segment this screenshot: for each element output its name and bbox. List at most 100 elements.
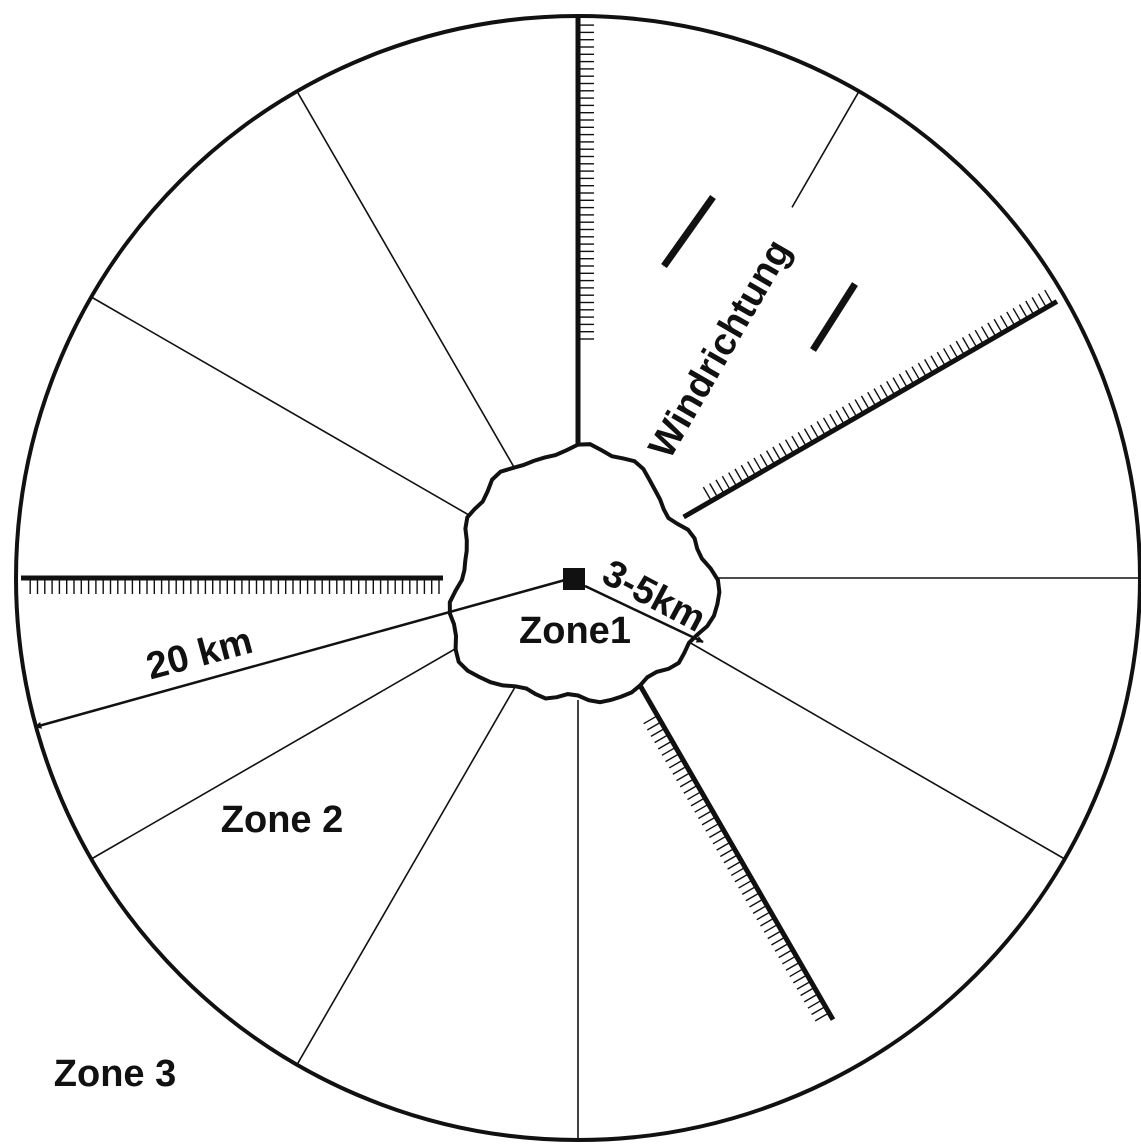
hatch-tick xyxy=(774,942,790,952)
source-marker xyxy=(563,568,585,590)
hatch-tick xyxy=(814,1012,830,1022)
hatch-tick xyxy=(672,765,688,775)
hatch-tick xyxy=(765,450,776,465)
hatch-tick xyxy=(679,778,695,788)
sector-line xyxy=(791,90,860,208)
hatch-tick xyxy=(822,417,833,432)
sector-line xyxy=(296,683,518,1066)
sector-line xyxy=(683,638,1066,860)
hatch-tick xyxy=(974,329,984,345)
hatch-tick xyxy=(816,421,826,436)
sector-line xyxy=(296,90,518,473)
hatch-tick xyxy=(709,483,719,498)
hatch-tick xyxy=(879,384,889,400)
hatch-tick xyxy=(993,318,1003,334)
hatch-tick xyxy=(803,993,819,1003)
hatch-tick xyxy=(898,373,908,389)
hatch-tick xyxy=(949,344,959,359)
hatch-tick xyxy=(730,866,746,877)
hatch-tick xyxy=(980,326,991,341)
sector-line xyxy=(90,296,473,518)
hatch-tick xyxy=(924,359,934,374)
wind-arrow xyxy=(661,194,716,269)
hatch-tick xyxy=(683,784,699,794)
hatch-tick xyxy=(705,822,720,832)
wind-label: Windrichtung xyxy=(641,233,800,466)
hatch-tick xyxy=(841,406,852,422)
hatch-tick xyxy=(999,315,1010,330)
hatch-tick xyxy=(741,885,757,895)
hatch-tick xyxy=(716,841,731,851)
hatch-tick xyxy=(760,917,775,927)
hatch-tick xyxy=(698,809,713,820)
hatch-tick xyxy=(807,999,823,1009)
hatch-tick xyxy=(860,395,871,411)
hatch-tick xyxy=(661,746,677,756)
radius-arrow-3-5km xyxy=(584,584,704,644)
hatch-tick xyxy=(854,399,864,414)
hatch-tick xyxy=(694,803,709,813)
hatch-tick xyxy=(650,727,666,737)
hatch-tick xyxy=(1031,296,1041,312)
hatch-tick xyxy=(759,453,769,469)
hatch-tick xyxy=(654,734,669,744)
hatch-tick xyxy=(763,923,779,933)
hatch-tick xyxy=(810,424,820,440)
hatch-tick xyxy=(961,337,972,352)
hatch-tick xyxy=(784,439,795,454)
hatch-tick xyxy=(800,986,815,997)
boundary-line xyxy=(682,299,1059,520)
hatch-tick xyxy=(867,391,877,407)
wind-arrow xyxy=(810,282,858,352)
hatch-tick xyxy=(1025,300,1035,316)
hatch-tick xyxy=(727,860,742,870)
hatch-tick xyxy=(715,479,725,495)
hatch-tick xyxy=(701,816,717,826)
hatch-tick xyxy=(785,961,801,971)
hatch-tick xyxy=(690,797,706,807)
hatch-tick xyxy=(747,461,757,476)
hatch-tick xyxy=(728,472,738,487)
hatch-tick xyxy=(930,355,940,370)
hatch-tick xyxy=(1044,289,1054,305)
zone1-label: Zone1 xyxy=(519,610,631,652)
hatch-tick xyxy=(749,898,764,908)
hatch-tick xyxy=(792,974,808,984)
hatch-tick xyxy=(665,753,680,763)
sector-line xyxy=(90,638,473,860)
hatch-tick xyxy=(708,828,724,839)
radius-arrow-20km xyxy=(34,578,566,729)
hatch-tick xyxy=(702,486,712,502)
hatch-tick xyxy=(905,369,915,385)
hatch-tick xyxy=(791,435,801,451)
hatch-tick xyxy=(911,366,921,381)
hatch-tick xyxy=(1018,304,1029,319)
hatch-tick xyxy=(734,873,750,883)
hatch-tick xyxy=(756,911,772,921)
boundary-line xyxy=(636,682,836,1021)
hatch-tick xyxy=(942,348,953,363)
hatch-tick xyxy=(968,333,978,349)
hatch-tick xyxy=(719,847,735,858)
hatch-tick xyxy=(734,468,744,484)
hatch-tick xyxy=(771,936,786,946)
sector-lines xyxy=(21,16,1140,1140)
hatch-tick xyxy=(676,771,691,782)
hatch-tick xyxy=(936,351,946,367)
hatch-tick xyxy=(721,475,731,491)
hatch-tick xyxy=(1006,311,1016,327)
hatch-tick xyxy=(1012,307,1022,323)
zone2-label: Zone 2 xyxy=(221,799,343,841)
hatch-tick xyxy=(778,442,788,458)
hatch-tick xyxy=(1037,293,1048,308)
hatch-tick xyxy=(687,790,702,801)
hatch-tick xyxy=(811,1005,826,1016)
hatch-tick xyxy=(778,949,793,959)
zone3-label: Zone 3 xyxy=(54,1053,176,1095)
hatch-tick xyxy=(848,402,858,418)
hatch-tick xyxy=(752,904,768,914)
hatch-tick xyxy=(781,955,797,965)
hatch-tick xyxy=(803,428,814,443)
hatch-tick xyxy=(646,721,662,731)
